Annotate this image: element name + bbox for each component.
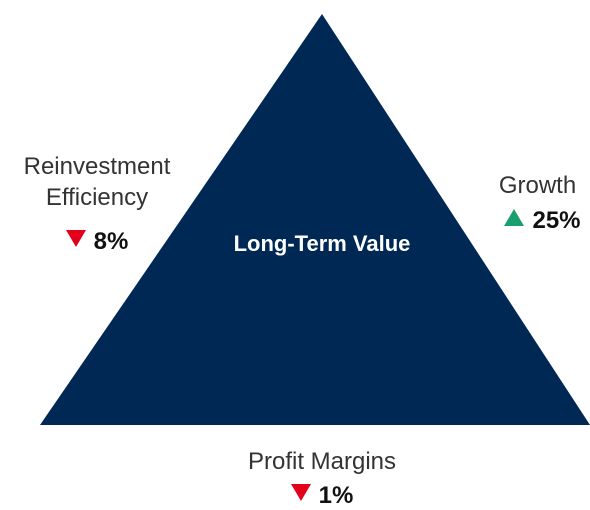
arrow <box>65 230 86 247</box>
factor-value: 25% <box>532 207 581 234</box>
factor-label: Reinvestment Efficiency <box>23 153 171 211</box>
factor-label: Profit Margins <box>247 448 397 475</box>
arrow <box>504 209 525 226</box>
factor-label: Growth <box>498 172 577 199</box>
factor-value-row: 25% <box>485 207 590 235</box>
factor-value: 8% <box>93 228 129 255</box>
arrow <box>290 484 311 501</box>
center-title: Long-Term Value <box>233 231 411 256</box>
factor-value-row: 1% <box>222 482 422 510</box>
factor-value-row: 8% <box>2 228 192 256</box>
triangle <box>40 14 590 425</box>
factor-value: 1% <box>318 482 354 509</box>
